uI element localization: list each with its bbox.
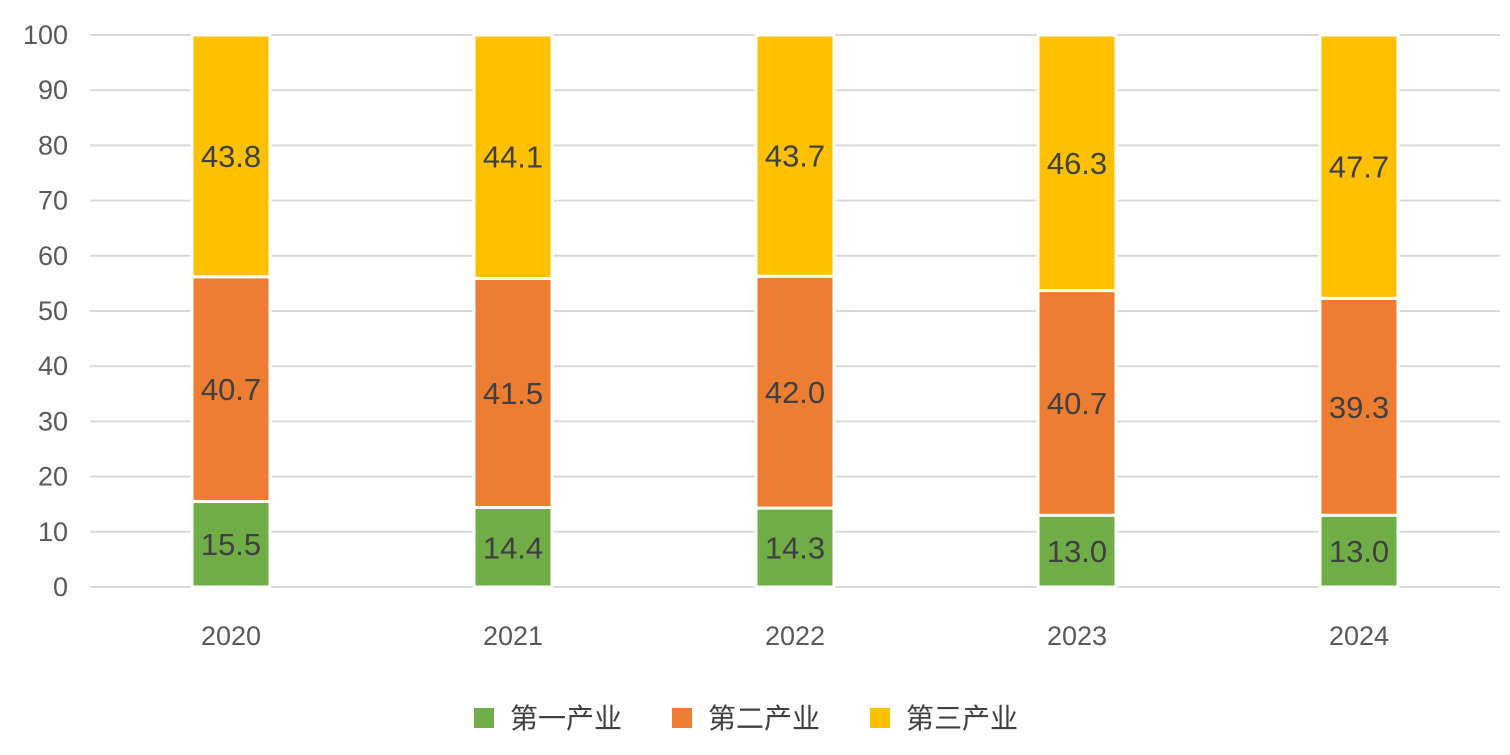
data-label: 14.4 (483, 530, 543, 565)
bar-segment (754, 33, 836, 278)
data-label: 40.7 (1047, 386, 1107, 421)
data-labels: 15.5 40.7 43.8 14.4 41.5 44.1 14.3 42.0 43.7 13.0… (201, 139, 1389, 570)
y-tick-label: 40 (38, 351, 68, 381)
data-label: 14.3 (765, 531, 825, 566)
y-tick-label: 50 (38, 296, 68, 326)
y-tick-label: 80 (38, 130, 68, 160)
legend-swatch (672, 708, 692, 728)
data-label: 46.3 (1047, 146, 1107, 181)
data-label: 44.1 (483, 140, 543, 175)
y-tick-label: 20 (38, 462, 68, 492)
y-tick-label: 60 (38, 241, 68, 271)
y-tick-label: 10 (38, 517, 68, 547)
bar-segment (472, 33, 554, 280)
bar-segment (1036, 289, 1118, 517)
y-tick-label: 0 (53, 572, 68, 602)
bar-segment (1318, 513, 1400, 589)
legend-label: 第一产业 (510, 702, 622, 735)
data-label: 13.0 (1329, 534, 1389, 569)
legend-swatch (870, 708, 890, 728)
legend-label: 第三产业 (906, 702, 1018, 735)
bar-segment (1036, 33, 1118, 293)
x-axis: 2020 2021 2022 2023 2024 (201, 621, 1389, 651)
y-tick-label: 100 (23, 20, 68, 50)
bar-segment (190, 499, 272, 589)
bar-segment (472, 276, 554, 510)
x-tick-label: 2024 (1329, 621, 1389, 651)
x-tick-label: 2023 (1047, 621, 1107, 651)
data-label: 40.7 (201, 372, 261, 407)
y-tick-label: 30 (38, 406, 68, 436)
data-label: 47.7 (1329, 150, 1389, 185)
y-axis: 0 10 20 30 40 50 60 70 80 90 100 (23, 20, 68, 602)
y-tick-label: 90 (38, 75, 68, 105)
data-label: 43.7 (765, 139, 825, 174)
legend: 第一产业 第二产业 第三产业 (474, 702, 1018, 735)
data-label: 15.5 (201, 527, 261, 562)
bar-segment (1036, 513, 1118, 589)
data-label: 13.0 (1047, 534, 1107, 569)
x-tick-label: 2022 (765, 621, 825, 651)
bar-segment (190, 33, 272, 279)
legend-swatch (474, 708, 494, 728)
data-label: 41.5 (483, 376, 543, 411)
y-tick-label: 70 (38, 186, 68, 216)
legend-label: 第二产业 (708, 702, 820, 735)
x-tick-label: 2021 (483, 621, 543, 651)
bar-segment (1318, 33, 1400, 300)
bar-segment (472, 506, 554, 589)
bar-segment (190, 275, 272, 503)
data-label: 42.0 (765, 375, 825, 410)
data-label: 43.8 (201, 139, 261, 174)
bars (190, 33, 1400, 589)
x-tick-label: 2020 (201, 621, 261, 651)
data-label: 39.3 (1329, 390, 1389, 425)
